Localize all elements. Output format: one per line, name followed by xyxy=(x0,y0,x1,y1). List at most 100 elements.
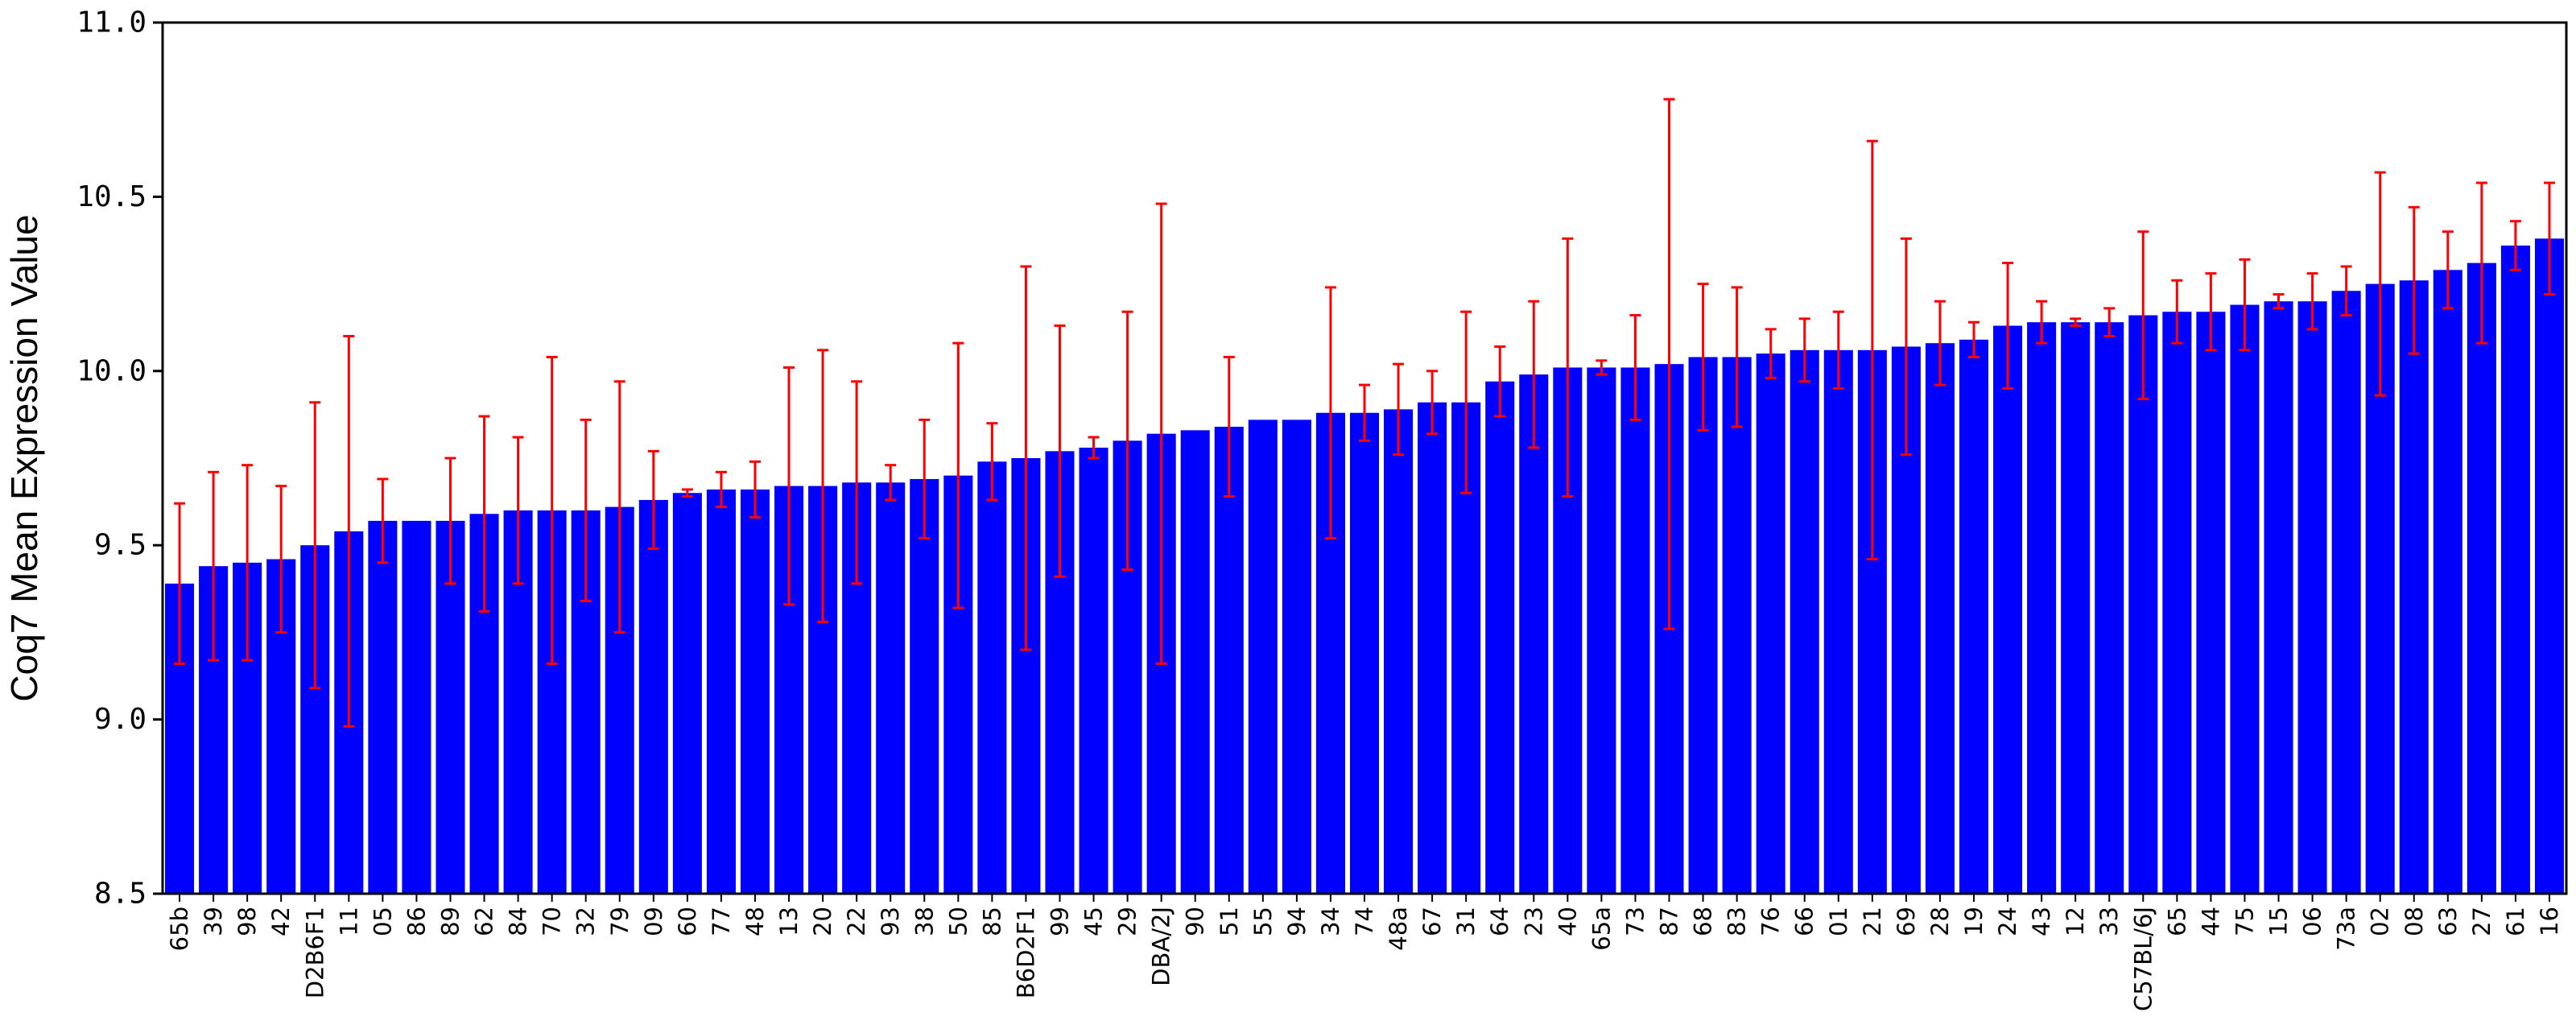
x-tick-label: 42 xyxy=(267,907,295,936)
x-tick-label: 32 xyxy=(572,907,600,936)
bar xyxy=(1519,374,1549,894)
x-tick-label: 13 xyxy=(775,907,803,936)
error-bar xyxy=(1223,355,1235,498)
x-tick-label: 65b xyxy=(166,907,193,951)
x-tick-label: 34 xyxy=(1317,907,1344,936)
x-tick-label: 21 xyxy=(1859,907,1886,936)
x-tick-label: B6D2F1 xyxy=(1012,907,1039,998)
y-tick-label: 9.0 xyxy=(94,703,147,736)
error-bar xyxy=(1798,317,1810,383)
bar xyxy=(1587,367,1616,895)
error-bar xyxy=(2137,230,2149,400)
error-bar xyxy=(1528,300,1540,449)
error-bar xyxy=(546,355,558,665)
x-tick-label: 40 xyxy=(1554,907,1581,936)
error-bar xyxy=(1562,237,1574,498)
error-bar xyxy=(1596,359,1608,376)
bar xyxy=(1620,367,1650,895)
error-bar xyxy=(1832,310,1844,390)
x-tick-label: 83 xyxy=(1724,907,1751,936)
x-tick-label: 31 xyxy=(1452,907,1480,936)
x-tick-label: 02 xyxy=(2367,907,2394,936)
x-tick-label: 99 xyxy=(1046,907,1073,936)
x-tick-label: C57BL/6J xyxy=(2129,907,2157,1011)
x-tick-label: 60 xyxy=(674,907,701,936)
error-bar xyxy=(783,366,795,606)
error-bar xyxy=(2543,181,2555,296)
bar xyxy=(1925,343,1955,894)
error-bar xyxy=(1393,362,1405,457)
error-bar xyxy=(613,380,625,634)
bar xyxy=(910,478,939,894)
x-tick-label: 77 xyxy=(708,907,735,936)
error-bar xyxy=(1629,314,1641,421)
x-tick-label: 05 xyxy=(369,907,396,936)
x-tick-label: 65a xyxy=(1587,907,1615,951)
x-tick-label: D2B6F1 xyxy=(301,907,328,998)
bar xyxy=(2162,312,2192,895)
error-bar xyxy=(208,470,220,662)
bar xyxy=(2534,238,2564,895)
x-tick-label: 20 xyxy=(809,907,836,936)
bar xyxy=(1823,349,1853,895)
x-tick-label: 76 xyxy=(1757,907,1785,936)
x-tick-label: DBA/2J xyxy=(1148,907,1175,986)
x-tick-label: 44 xyxy=(2197,907,2224,936)
error-bar xyxy=(2205,272,2217,352)
error-bar xyxy=(444,457,456,585)
error-bar xyxy=(2239,258,2251,352)
error-bar xyxy=(343,335,355,728)
y-tick-label: 8.5 xyxy=(94,878,147,911)
x-tick-label: 06 xyxy=(2299,907,2326,936)
x-tick-label: 84 xyxy=(505,907,532,936)
bar xyxy=(2264,301,2293,894)
bar xyxy=(1959,339,1989,895)
error-bar xyxy=(2306,272,2318,331)
x-tick-label: 68 xyxy=(1690,907,1717,936)
x-tick-label: 65 xyxy=(2163,907,2190,936)
error-bar xyxy=(1697,283,1709,432)
bar xyxy=(2128,315,2158,894)
error-bar xyxy=(851,380,863,585)
x-tick-label: 89 xyxy=(436,907,464,936)
x-tick-label: 24 xyxy=(1994,907,2021,936)
error-bar xyxy=(1494,345,1506,418)
x-tick-label: 08 xyxy=(2401,907,2428,936)
error-bar xyxy=(885,464,897,502)
x-tick-label: 01 xyxy=(1825,907,1852,936)
error-bar xyxy=(715,470,727,509)
x-tick-label: 39 xyxy=(200,907,227,936)
error-bars-layer xyxy=(174,97,2555,728)
error-bar xyxy=(1359,383,1370,442)
bar xyxy=(876,482,906,894)
error-bar xyxy=(1866,139,1878,561)
error-bar xyxy=(986,422,998,502)
x-tick-label: 38 xyxy=(910,907,938,936)
error-bar xyxy=(478,415,490,613)
bar xyxy=(1485,381,1515,894)
bar xyxy=(2230,304,2260,894)
error-bar xyxy=(1934,300,1946,386)
bar xyxy=(706,489,736,894)
bar xyxy=(1282,419,1311,894)
error-bar xyxy=(174,502,186,665)
bar xyxy=(672,493,702,894)
error-bar xyxy=(681,488,693,498)
error-bar xyxy=(2408,205,2420,355)
bar xyxy=(1349,412,1380,894)
x-tick-label: 15 xyxy=(2265,907,2293,936)
x-tick-label: 12 xyxy=(2062,907,2089,936)
error-bar xyxy=(1663,97,1675,630)
error-bar xyxy=(1054,324,1066,578)
error-bar xyxy=(2002,262,2014,390)
error-bar xyxy=(309,401,321,690)
bar xyxy=(1214,427,1244,894)
error-bar xyxy=(952,341,964,609)
error-bar xyxy=(2273,293,2285,310)
x-tick-label: 85 xyxy=(978,907,1005,936)
error-bar xyxy=(2475,181,2487,345)
bar xyxy=(2061,322,2091,895)
bar xyxy=(1418,402,1447,894)
x-tick-label: 98 xyxy=(233,907,261,936)
